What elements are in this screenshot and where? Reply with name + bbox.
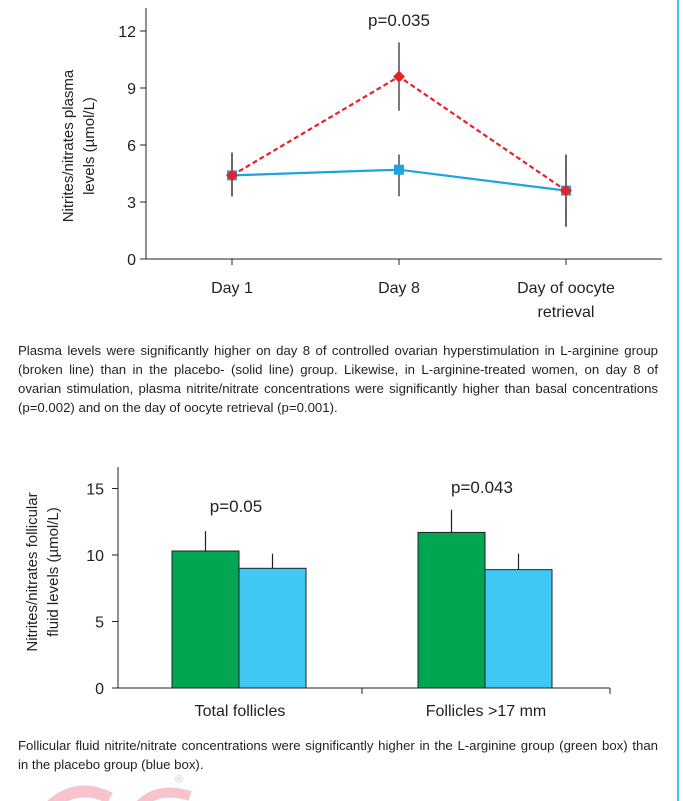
placebo-bar <box>484 569 553 689</box>
y-axis-label: Nitrites/nitrates plasma levels (µmol/L) <box>60 69 98 222</box>
y-axis-label-line: fluid levels (µmol/L) <box>45 507 62 637</box>
p-value-annotation: p=0.043 <box>451 478 513 497</box>
y-tick-label: 9 <box>127 81 136 98</box>
x-tick-label: retrieval <box>538 304 595 321</box>
y-tick-label: 15 <box>86 482 104 499</box>
y-tick-label: 6 <box>127 138 136 155</box>
p-value-annotation: p=0.05 <box>210 497 262 516</box>
x-tick-label: Day 8 <box>378 280 420 297</box>
y-axis-label: Nitrites/nitrates follicular fluid levels… <box>24 492 62 651</box>
y-axis-label-line: levels (µmol/L) <box>81 97 98 195</box>
l-arginine-bar <box>417 531 486 689</box>
placebo-bar <box>238 567 307 689</box>
plasma-chart-caption: Plasma levels were significantly higher … <box>18 343 658 415</box>
l-arginine-bar <box>171 550 240 689</box>
x-tick-label: Total follicles <box>195 703 286 720</box>
y-tick-label: 12 <box>118 24 136 41</box>
x-tick-label: Day 1 <box>211 280 253 297</box>
page-edge-rule <box>677 0 679 801</box>
l-arginine-point <box>393 70 405 83</box>
y-axis-label-line: Nitrites/nitrates follicular <box>24 492 41 651</box>
watermark-registered-mark: ® <box>175 774 184 786</box>
y-tick-label: 3 <box>127 195 136 212</box>
y-tick-label: 10 <box>86 548 104 565</box>
plasma-levels-line-chart: 0 3 6 9 12 Day 1 Day 8 Day of oocyte retrieval Ni… <box>60 8 662 321</box>
y-tick-label: 0 <box>127 252 136 269</box>
y-tick-label: 5 <box>95 615 104 632</box>
x-tick-label: Follicles >17 mm <box>426 703 546 720</box>
l-arginine-point <box>560 184 572 197</box>
l-arginine-point <box>226 169 238 182</box>
y-tick-label: 0 <box>95 681 104 698</box>
follicular-chart-caption: Follicular fluid nitrite/nitrate concent… <box>18 738 658 772</box>
p-value-annotation: p=0.035 <box>368 11 430 30</box>
placebo-point <box>394 164 404 175</box>
y-axis-label-line: Nitrites/nitrates plasma <box>60 69 77 222</box>
watermark-logo <box>0 778 240 801</box>
follicular-fluid-bar-chart: 0 5 10 15 Total follicles p=0.05 Follicles >17… <box>24 467 611 720</box>
x-tick-label: Day of oocyte <box>517 280 615 297</box>
